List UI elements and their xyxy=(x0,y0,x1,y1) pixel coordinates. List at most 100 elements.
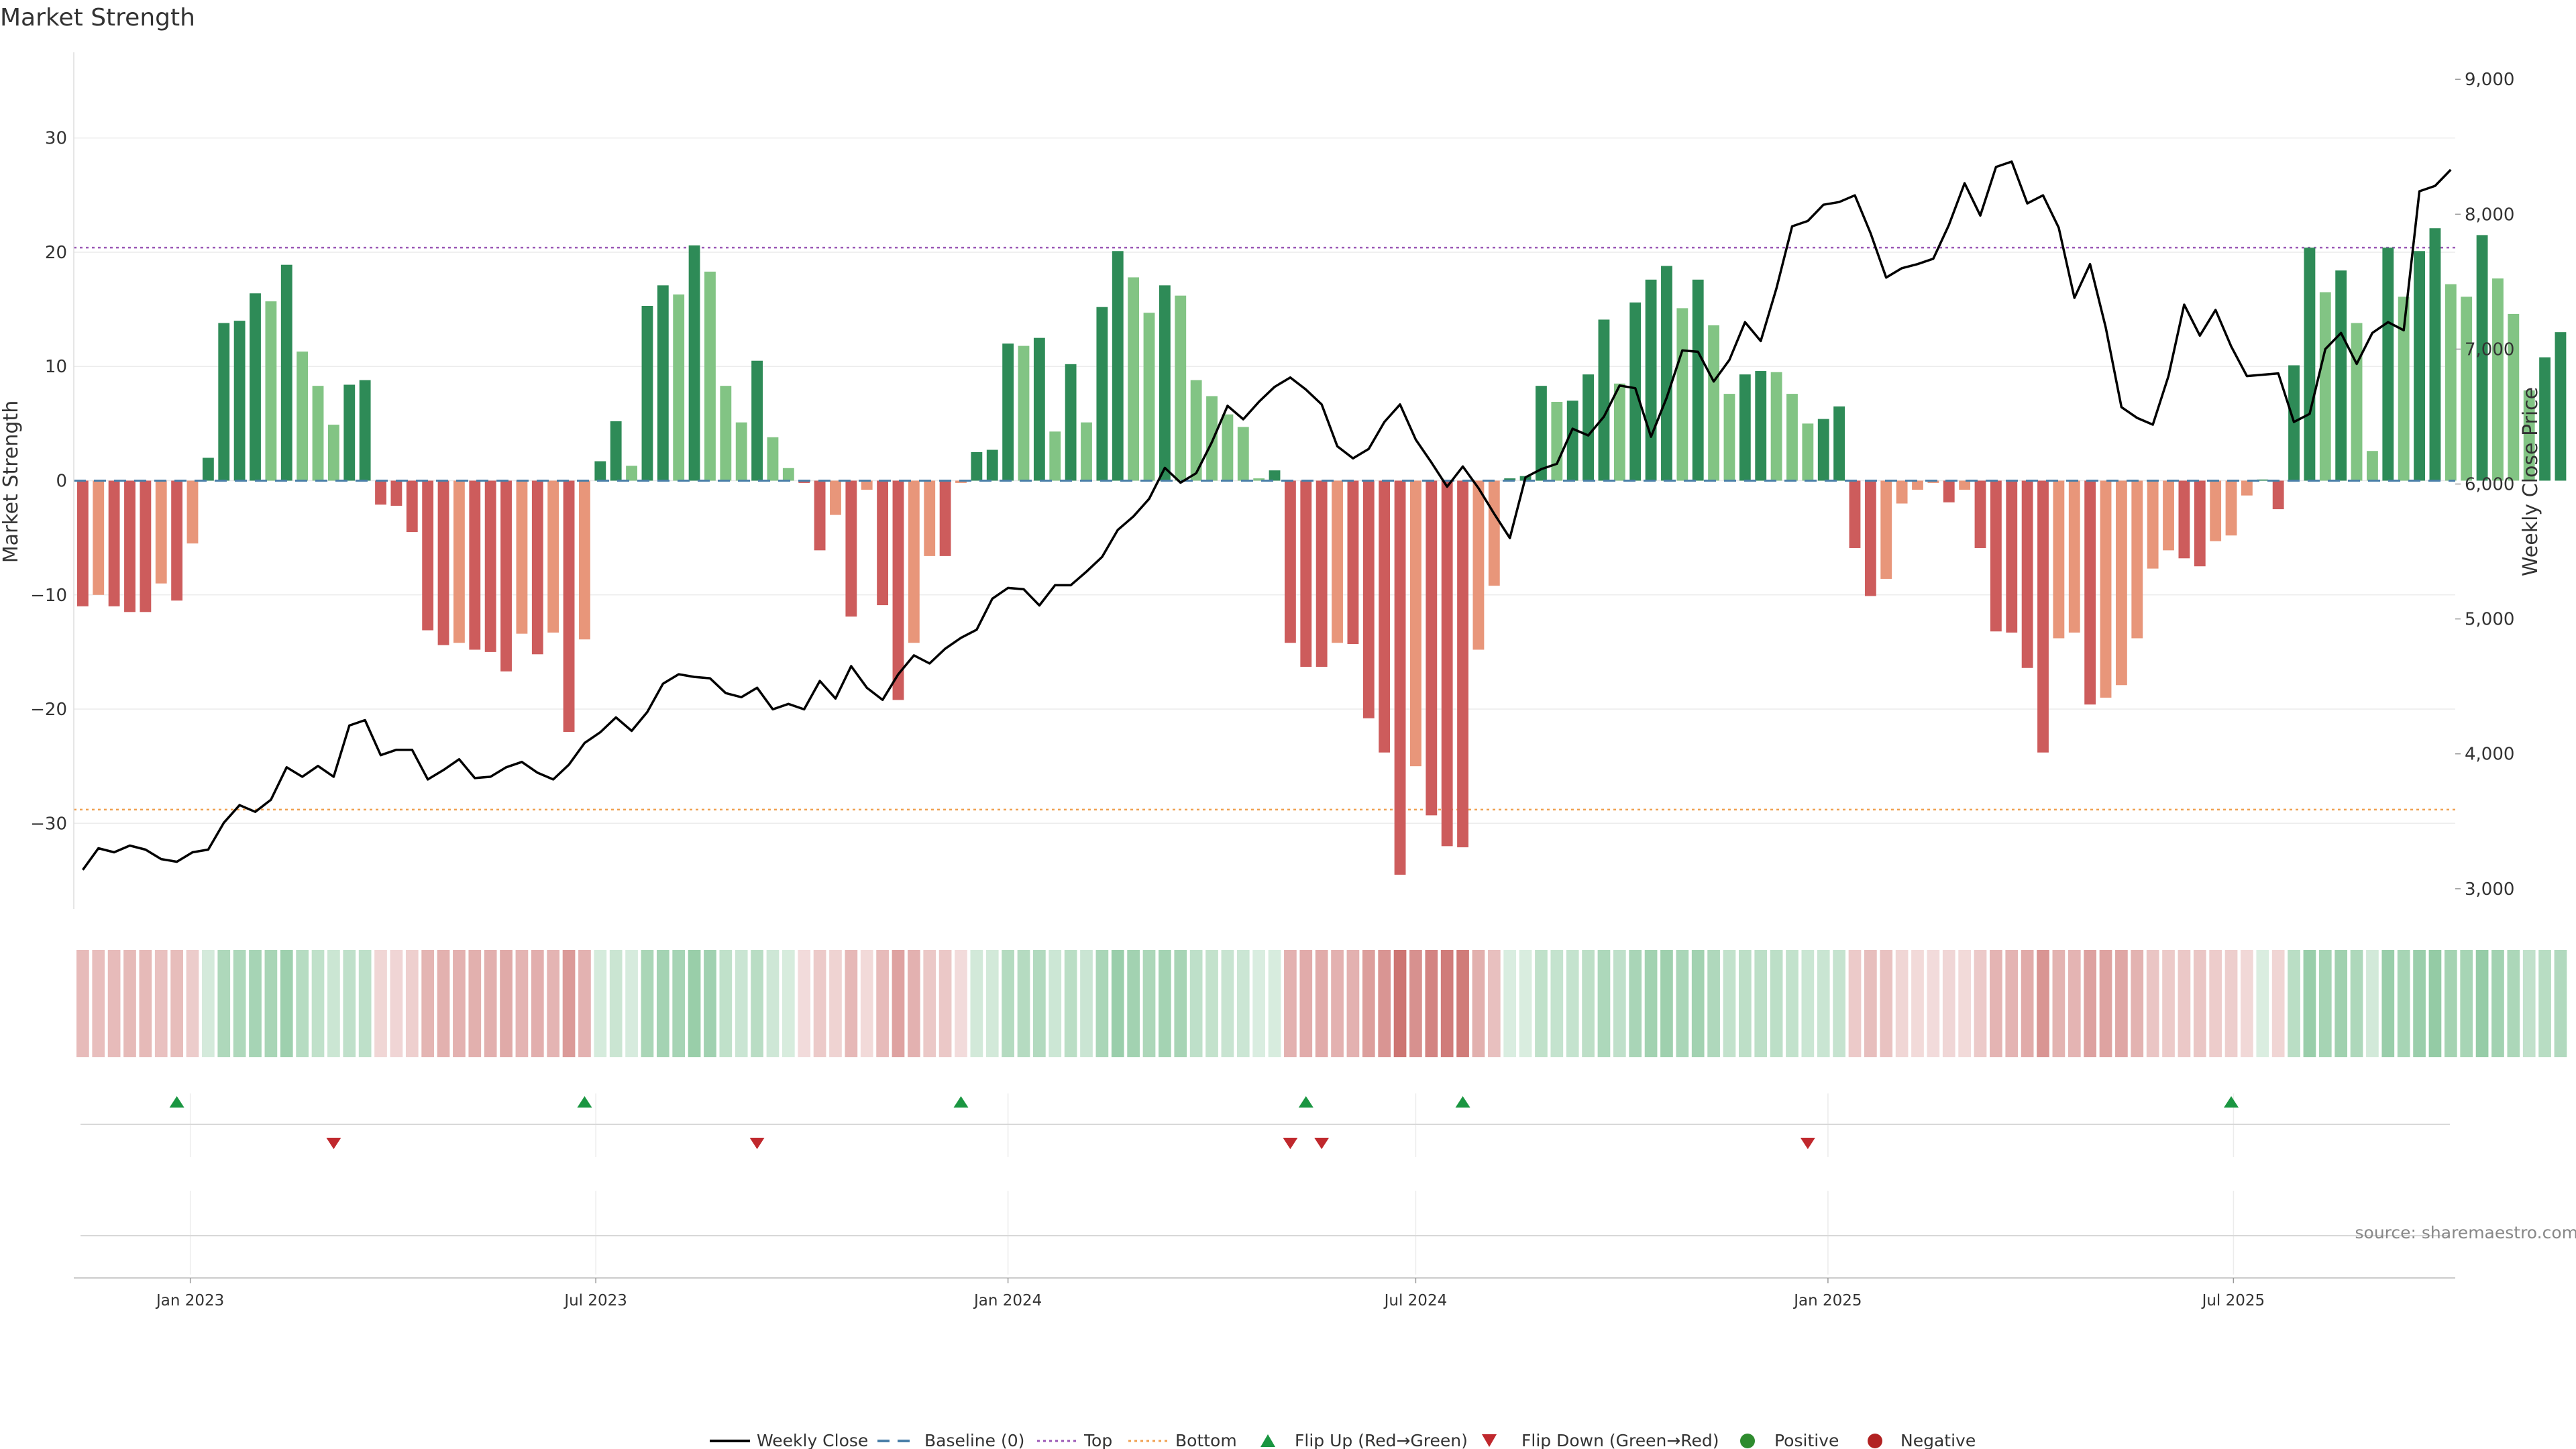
heat-cell xyxy=(374,950,387,1057)
heat-cell xyxy=(2522,950,2536,1057)
flip-markers-panel xyxy=(80,1093,2450,1157)
strength-bar xyxy=(359,380,371,481)
legend-label-positive: Positive xyxy=(1774,1431,1839,1449)
strength-bar xyxy=(1864,480,1876,596)
x-tick-label: Jul 2025 xyxy=(2201,1292,2265,1309)
heat-cell xyxy=(2131,950,2144,1057)
strength-bar xyxy=(1582,374,1594,481)
heat-cell xyxy=(1111,950,1124,1057)
strength-bar xyxy=(1959,480,1971,490)
heat-cell xyxy=(327,950,340,1057)
flip-up-marker xyxy=(577,1096,592,1108)
heat-cell xyxy=(2241,950,2253,1057)
heat-cell xyxy=(1159,950,1171,1057)
heat-cell xyxy=(1880,950,1893,1057)
heat-cell xyxy=(845,950,858,1057)
flip-down-marker xyxy=(1800,1138,1815,1149)
triangle-down-icon xyxy=(1482,1434,1497,1447)
heat-cell xyxy=(2475,950,2489,1057)
heat-cell xyxy=(2115,950,2128,1057)
strength-bar xyxy=(233,321,246,481)
x-tick-label: Jan 2023 xyxy=(155,1292,224,1309)
heat-cell xyxy=(672,950,686,1057)
heat-cell xyxy=(578,950,591,1057)
heat-cell xyxy=(2021,950,2034,1057)
heat-cell xyxy=(609,950,623,1057)
heat-cell xyxy=(704,950,716,1057)
heat-cell xyxy=(1456,950,1469,1057)
heat-cell xyxy=(2037,950,2049,1057)
strength-bar xyxy=(1159,285,1171,481)
heat-cell xyxy=(970,950,983,1057)
heat-cell xyxy=(1613,950,1626,1057)
threshold-lines xyxy=(74,246,2455,811)
heat-cell xyxy=(1848,950,1862,1057)
heat-cell xyxy=(1142,950,1156,1057)
strength-bar xyxy=(1269,470,1281,481)
heat-cell xyxy=(2224,950,2238,1057)
heat-cell xyxy=(2193,950,2206,1057)
heat-cell xyxy=(1205,950,1218,1057)
y-tick-label: −20 xyxy=(30,700,67,720)
strength-bars xyxy=(76,228,2567,875)
legend-item-baseline: Baseline (0) xyxy=(877,1431,1024,1449)
heat-cell xyxy=(798,950,811,1057)
heat-cell xyxy=(343,950,356,1057)
y2-tick-label: 7,000 xyxy=(2465,339,2514,360)
strength-bar xyxy=(1849,480,1861,548)
strength-bar xyxy=(327,425,339,481)
strength-bar xyxy=(735,422,747,481)
heat-cell xyxy=(2052,950,2065,1057)
heat-cell xyxy=(2444,950,2457,1057)
strength-bar xyxy=(1441,480,1453,847)
strength-bar xyxy=(2445,284,2457,481)
flip-up-marker xyxy=(1298,1096,1313,1108)
strength-bar xyxy=(547,480,559,633)
strength-bar xyxy=(1284,480,1296,643)
heat-cell xyxy=(1362,950,1375,1057)
strength-bar xyxy=(297,352,309,481)
strength-bar xyxy=(1096,307,1108,481)
strength-bar xyxy=(1222,414,1234,481)
sign-dots-panel xyxy=(80,1191,2450,1275)
x-tick-label: Jul 2023 xyxy=(563,1292,627,1309)
strength-bar xyxy=(971,451,983,481)
x-tick-label: Jan 2024 xyxy=(973,1292,1042,1309)
legend-label-flip-down: Flip Down (Green→Red) xyxy=(1521,1431,1719,1449)
strength-bar xyxy=(500,480,512,672)
legend-item-bottom: Bottom xyxy=(1128,1431,1237,1449)
strength-bar xyxy=(93,480,105,595)
heat-cell xyxy=(296,950,309,1057)
strength-bar xyxy=(1237,427,1249,481)
strength-bar xyxy=(250,293,261,481)
heat-cell xyxy=(1236,950,1250,1057)
heat-cell xyxy=(985,950,999,1057)
strength-bar xyxy=(1739,374,1751,481)
strength-bar xyxy=(186,480,199,544)
strength-bar xyxy=(1457,480,1468,848)
y2-tick-label: 4,000 xyxy=(2465,745,2514,765)
strength-bar xyxy=(469,480,481,650)
strength-bar xyxy=(830,480,841,515)
strength-bar xyxy=(2241,480,2253,496)
y2-tick-label: 9,000 xyxy=(2465,70,2514,90)
strength-bar xyxy=(704,271,716,481)
strength-bar xyxy=(2225,480,2237,536)
strength-bar xyxy=(2523,390,2535,481)
heat-cell xyxy=(2303,950,2316,1057)
y-tick-label: 0 xyxy=(56,472,67,492)
heat-cell xyxy=(860,950,873,1057)
heat-cell xyxy=(1597,950,1611,1057)
heat-cell xyxy=(1582,950,1595,1057)
y2-axis-label: Weekly Close Price xyxy=(2519,387,2542,576)
y-tick-label: 20 xyxy=(45,243,67,263)
heat-cell xyxy=(531,950,544,1057)
heat-cell xyxy=(766,950,780,1057)
strength-bar xyxy=(1645,279,1657,481)
heat-cell xyxy=(1252,950,1266,1057)
strength-bar xyxy=(1190,380,1202,481)
strength-bar xyxy=(845,480,857,617)
strength-bar xyxy=(2304,248,2316,481)
heat-cell xyxy=(782,950,795,1057)
strength-bar xyxy=(657,285,669,481)
